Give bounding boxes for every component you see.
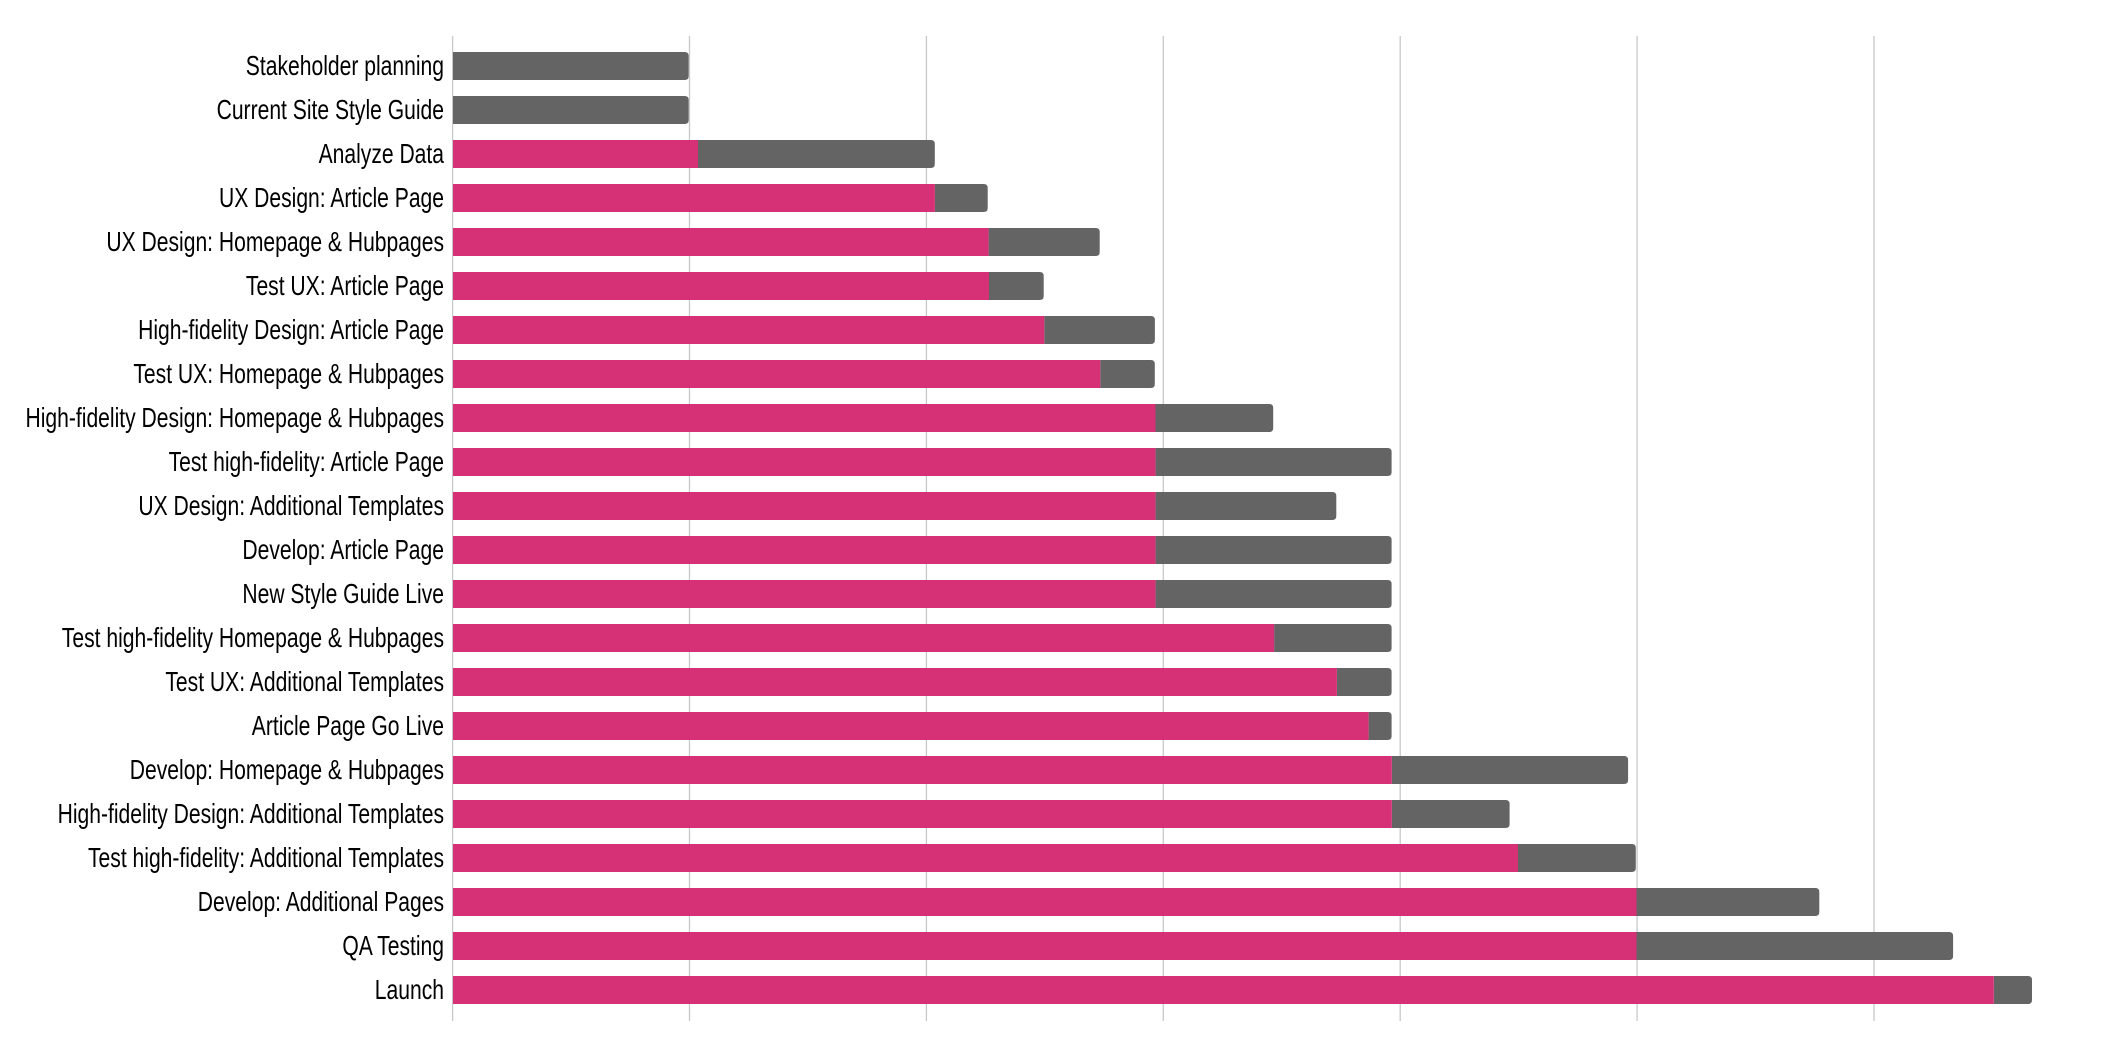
svg-text:High-fidelity Design: Article: High-fidelity Design: Article Page — [138, 314, 444, 345]
svg-text:Launch: Launch — [375, 974, 444, 1005]
svg-text:High-fidelity Design: Addition: High-fidelity Design: Additional Templat… — [58, 798, 444, 829]
svg-text:Current Site Style Guide: Current Site Style Guide — [217, 94, 444, 125]
svg-text:Test UX: Article Page: Test UX: Article Page — [246, 270, 444, 301]
svg-text:Develop: Additional Pages: Develop: Additional Pages — [198, 886, 444, 917]
svg-text:Test high-fidelity: Additional: Test high-fidelity: Additional Templates — [88, 842, 444, 873]
svg-text:UX Design: Additional Template: UX Design: Additional Templates — [138, 490, 444, 521]
svg-text:UX Design: Article Page: UX Design: Article Page — [219, 182, 444, 213]
svg-text:Analyze Data: Analyze Data — [319, 138, 445, 169]
svg-text:Develop: Homepage & Hubpages: Develop: Homepage & Hubpages — [130, 754, 444, 785]
svg-text:Test high-fidelity: Article Pa: Test high-fidelity: Article Page — [169, 446, 444, 477]
svg-text:High-fidelity Design: Homepage: High-fidelity Design: Homepage & Hubpage… — [26, 402, 445, 433]
svg-text:Article Page Go Live: Article Page Go Live — [252, 710, 444, 741]
svg-text:Develop: Article Page: Develop: Article Page — [242, 534, 444, 565]
svg-text:Test UX: Homepage & Hubpages: Test UX: Homepage & Hubpages — [133, 358, 444, 389]
svg-text:Test UX: Additional Templates: Test UX: Additional Templates — [165, 666, 444, 697]
svg-text:UX Design: Homepage & Hubpages: UX Design: Homepage & Hubpages — [106, 226, 444, 257]
svg-text:Stakeholder planning: Stakeholder planning — [246, 50, 444, 81]
svg-text:QA Testing: QA Testing — [342, 930, 444, 961]
svg-text:New Style Guide Live: New Style Guide Live — [242, 578, 444, 609]
svg-text:Test high-fidelity Homepage &: Test high-fidelity Homepage & Hubpages — [62, 622, 444, 653]
